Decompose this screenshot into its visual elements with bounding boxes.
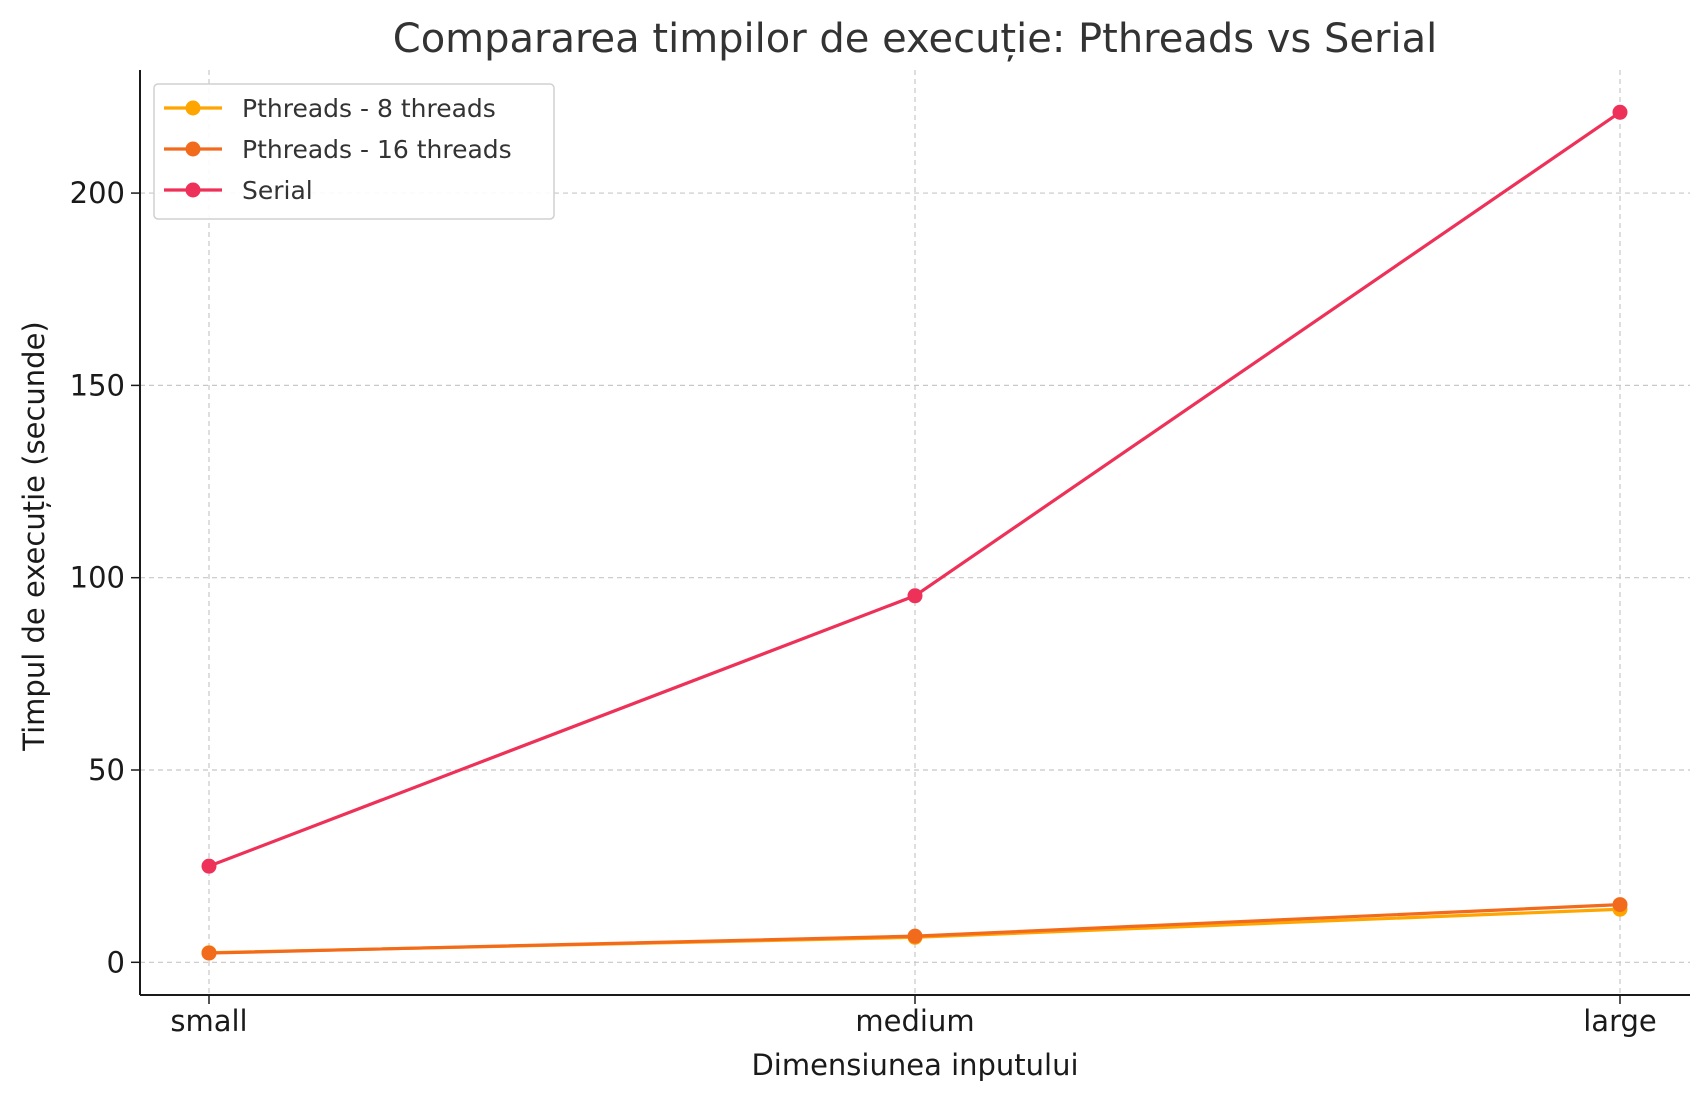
chart-title: Compararea timpilor de execuție: Pthread… [393,16,1437,62]
legend-item: Pthreads - 16 threads [164,135,512,164]
legend-marker [185,182,201,198]
data-point [1612,897,1628,913]
legend-label: Pthreads - 16 threads [242,135,512,164]
y-tick-label: 100 [70,561,125,595]
legend-label: Serial [242,176,313,205]
series-group [201,104,1628,961]
series-2 [201,104,1628,874]
y-tick-label: 0 [107,945,125,979]
x-tick-label: small [170,1004,247,1038]
data-point [907,928,923,944]
x-axis-label: Dimensiunea inputului [751,1048,1078,1082]
data-point [1612,104,1628,120]
y-tick-label: 150 [70,368,125,402]
y-axis-ticks: 0 50 100 150 200 [70,176,140,979]
legend: Pthreads - 8 threads Pthreads - 16 thread… [153,83,555,220]
series-1 [201,897,1628,961]
y-tick-label: 200 [70,176,125,210]
grid-lines [140,70,1690,995]
x-tick-label: medium [855,1004,974,1038]
legend-marker [185,100,201,116]
legend-box [153,83,555,220]
x-axis-ticks: small medium large [170,995,1657,1038]
data-point [201,858,217,874]
x-tick-label: large [1583,1004,1657,1038]
legend-marker [185,141,201,157]
y-tick-label: 50 [88,753,125,787]
y-axis-label: Timpul de execuție (secunde) [17,321,51,751]
legend-item: Serial [164,176,313,205]
legend-item: Pthreads - 8 threads [164,94,496,123]
legend-label: Pthreads - 8 threads [242,94,496,123]
data-point [907,588,923,604]
data-point [201,945,217,961]
